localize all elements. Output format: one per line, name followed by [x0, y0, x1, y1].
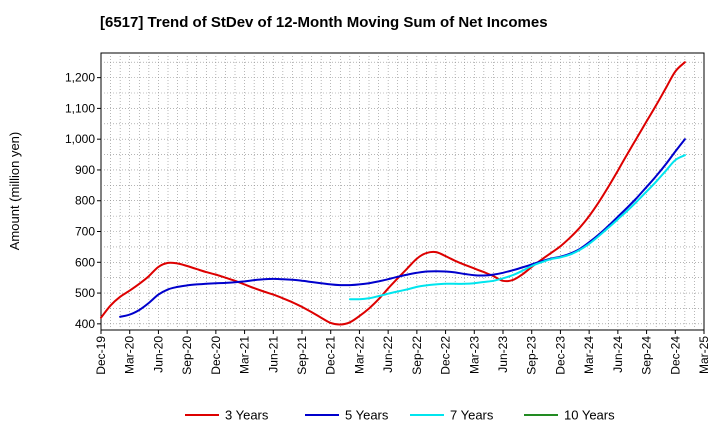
x-axis-ticks: Dec-19 Mar-20 Jun-20 Sep-20 Dec-20 Mar-21 Jun-… [94, 330, 711, 375]
x-tick-label: Mar-23 [467, 336, 481, 374]
legend-label: 10 Years [564, 408, 615, 423]
x-tick-label: Mar-20 [123, 336, 137, 374]
gridlines [101, 53, 704, 330]
series-line-3-years [100, 61, 686, 326]
series-line-5-years [119, 138, 686, 318]
legend-label: 7 Years [450, 408, 494, 423]
y-tick-label: 500 [75, 286, 95, 300]
y-tick-label: 1,000 [65, 132, 95, 146]
y-tick-label: 1,200 [65, 71, 95, 85]
x-tick-label: Dec-24 [668, 336, 682, 375]
x-tick-label: Dec-22 [439, 336, 453, 375]
y-axis-ticks: 400 500 600 700 800 900 1,000 1,100 1,200 [65, 71, 101, 331]
plot-area [100, 52, 705, 331]
chart-title: [6517] Trend of StDev of 12-Month Moving… [100, 14, 548, 31]
x-tick-label: Jun-21 [266, 336, 280, 373]
x-tick-label: Mar-24 [582, 336, 596, 374]
x-tick-label: Sep-22 [410, 336, 424, 375]
x-tick-label: Dec-20 [209, 336, 223, 375]
y-tick-label: 700 [75, 225, 95, 239]
y-axis-title: Amount (million yen) [7, 132, 22, 251]
y-tick-label: 800 [75, 194, 95, 208]
x-tick-label: Jun-22 [381, 336, 395, 373]
legend-label: 3 Years [225, 408, 269, 423]
x-tick-label: Dec-23 [553, 336, 567, 375]
x-tick-label: Dec-21 [324, 336, 338, 375]
x-tick-label: Sep-20 [180, 336, 194, 375]
series-lines [100, 61, 686, 326]
series-line-7-years [348, 154, 686, 301]
y-tick-label: 1,100 [65, 101, 95, 115]
x-tick-label: Dec-19 [94, 336, 108, 375]
x-tick-label: Sep-21 [295, 336, 309, 375]
x-tick-label: Sep-24 [640, 336, 654, 375]
legend: 3 Years 5 Years 7 Years 10 Years [185, 408, 615, 423]
x-tick-label: Jun-20 [151, 336, 165, 373]
y-tick-label: 600 [75, 255, 95, 269]
x-tick-label: Jun-24 [611, 336, 625, 373]
x-tick-label: Mar-22 [352, 336, 366, 374]
y-tick-label: 900 [75, 163, 95, 177]
x-tick-label: Mar-25 [697, 336, 711, 374]
x-tick-label: Sep-23 [525, 336, 539, 375]
y-tick-label: 400 [75, 317, 95, 331]
legend-label: 5 Years [345, 408, 389, 423]
x-tick-label: Jun-23 [496, 336, 510, 373]
x-tick-label: Mar-21 [238, 336, 252, 374]
